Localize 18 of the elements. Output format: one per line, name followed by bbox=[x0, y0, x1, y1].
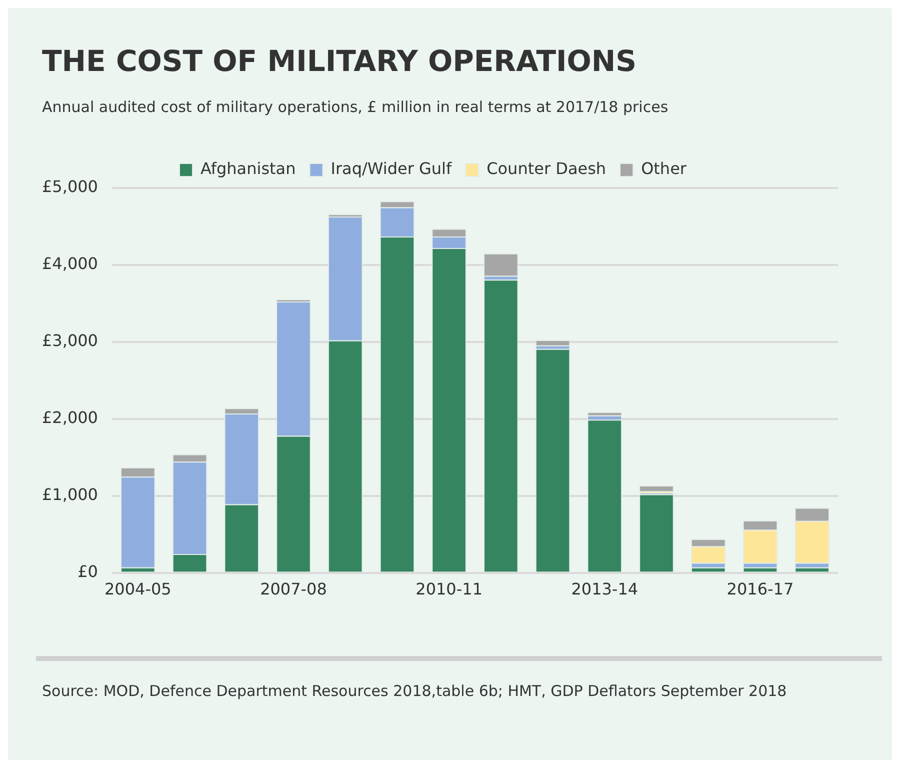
y-tick-label: £4,000 bbox=[42, 254, 98, 274]
x-tick-label: 2007-08 bbox=[260, 580, 327, 599]
x-tick-label: 2016-17 bbox=[726, 580, 794, 599]
x-tick-label: 2010-11 bbox=[416, 580, 482, 599]
legend-label: Counter Daesh bbox=[486, 159, 606, 178]
legend-label: Iraq/Wider Gulf bbox=[330, 159, 452, 178]
source-note: Source: MOD, Defence Department Resources 2018,table 6b; HMT, GDP Deflators September 2018 bbox=[42, 681, 788, 702]
legend-label: Other bbox=[641, 159, 687, 178]
y-tick-label: £3,000 bbox=[42, 331, 98, 350]
x-tick-label: 2013-14 bbox=[571, 580, 638, 599]
y-tick-label: £2,000 bbox=[42, 408, 98, 428]
legend-label: Afghanistan bbox=[200, 159, 296, 178]
y-tick-label: £0 bbox=[78, 562, 98, 581]
y-tick-label: £1,000 bbox=[42, 484, 98, 504]
chart-subtitle: Annual audited cost of military operations, £ million in real terms at 2017/18 prices bbox=[42, 98, 668, 116]
chart-title: THE COST OF MILITARY OPERATIONS bbox=[42, 44, 637, 78]
y-tick-label: £5,000 bbox=[42, 177, 98, 196]
x-tick-label: 2004-05 bbox=[104, 580, 172, 599]
